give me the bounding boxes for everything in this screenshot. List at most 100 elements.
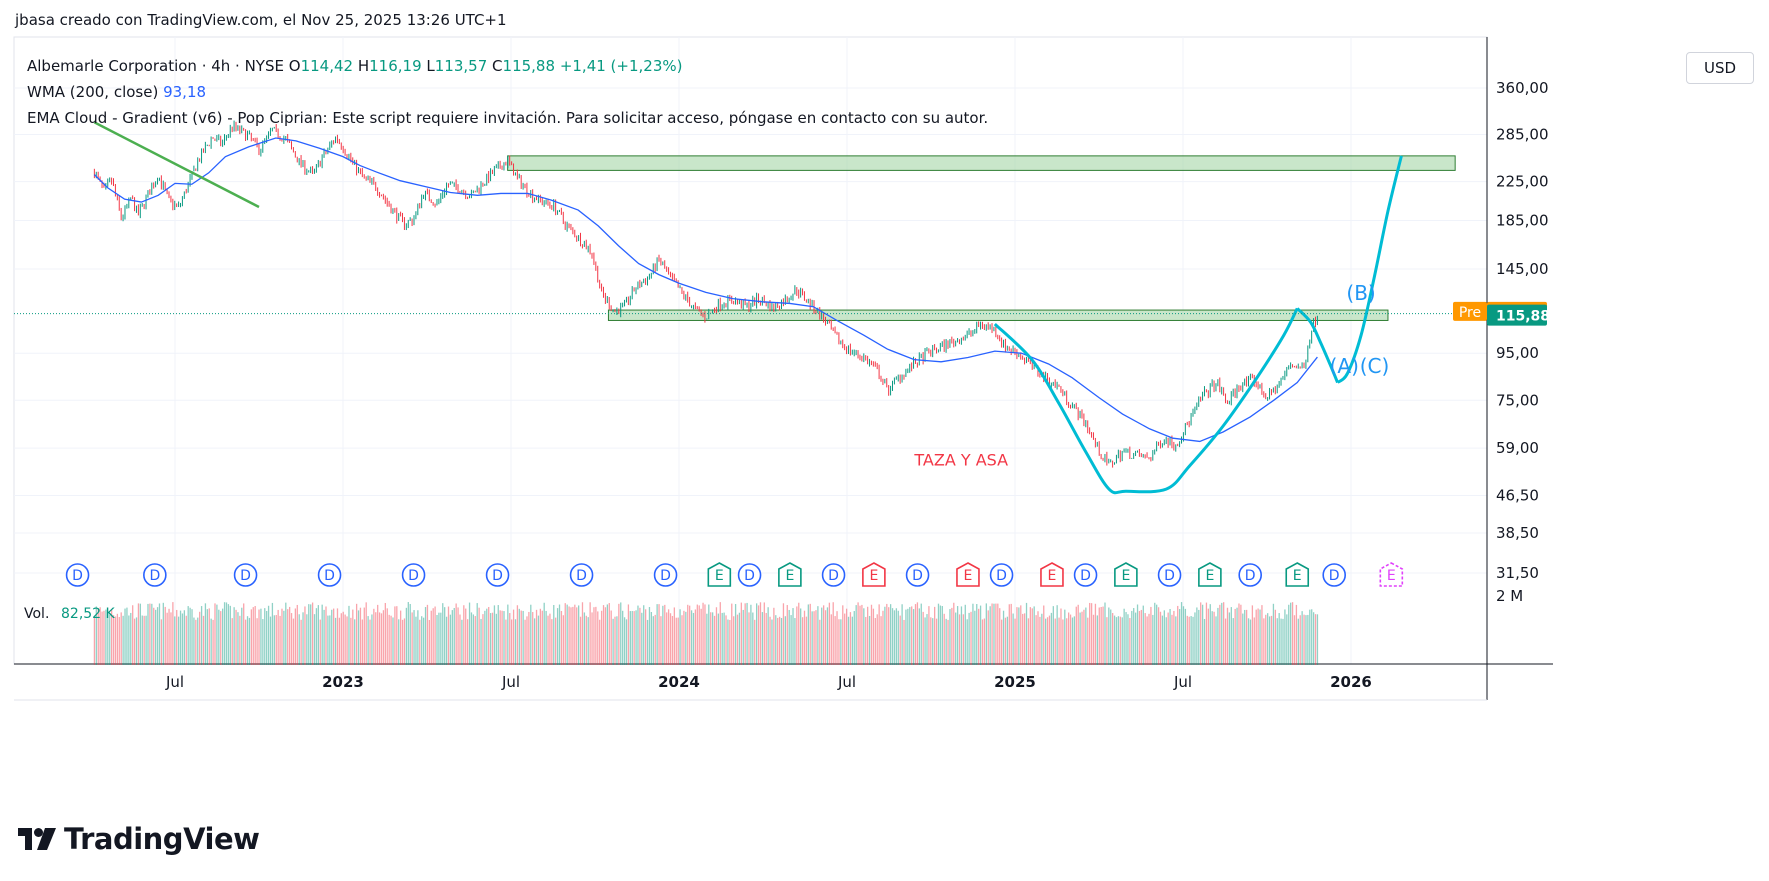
volume-bar	[1242, 613, 1244, 665]
volume-bar	[474, 616, 476, 665]
legend-ema-cloud-row[interactable]: EMA Cloud - Gradient (v6) - Pop Ciprian:…	[27, 109, 989, 127]
volume-bar	[336, 608, 339, 665]
tradingview-logo[interactable]: TradingView	[18, 822, 260, 856]
volume-bar	[974, 610, 976, 665]
volume-bar	[911, 606, 913, 665]
dividend-marker[interactable]: D	[1157, 563, 1182, 587]
volume-bar	[497, 605, 499, 665]
volume-bar	[172, 602, 174, 665]
dividend-marker[interactable]: D	[737, 563, 762, 587]
resistance-zone[interactable]	[507, 155, 1456, 171]
dividend-marker[interactable]: D	[653, 563, 678, 587]
volume-bar	[1276, 618, 1278, 665]
dividend-marker[interactable]: D	[143, 563, 167, 587]
volume-bars	[93, 602, 1319, 665]
volume-bar	[191, 609, 193, 665]
earnings-marker[interactable]: E	[1114, 562, 1138, 587]
volume-bar	[627, 604, 630, 665]
volume-bar	[1131, 610, 1133, 665]
earnings-marker[interactable]: E	[956, 562, 980, 587]
volume-bar	[1311, 609, 1313, 665]
wma-label: WMA (200, close)	[27, 83, 159, 101]
dividend-marker[interactable]: D	[1238, 563, 1262, 587]
volume-bar	[1293, 615, 1296, 665]
cup-curve[interactable]	[993, 307, 1299, 495]
volume-bar	[884, 606, 886, 665]
volume-bar	[1092, 614, 1095, 665]
dividend-marker[interactable]: D	[65, 563, 90, 587]
volume-bar	[769, 616, 771, 665]
wave-annotations[interactable]: TAZA Y ASA (B) (A) (C)	[913, 281, 1389, 470]
dividend-marker[interactable]: D	[569, 563, 594, 587]
dividend-marker[interactable]: D	[1322, 563, 1346, 587]
volume-bar	[786, 605, 788, 665]
volume-bar	[727, 619, 729, 665]
volume-bar	[302, 612, 304, 665]
dividend-marker[interactable]: D	[401, 563, 426, 587]
volume-bar	[1182, 606, 1185, 665]
resistance-zones[interactable]	[507, 155, 1456, 321]
earnings-marker[interactable]: E	[1285, 562, 1310, 587]
dividend-marker[interactable]: D	[1073, 563, 1098, 587]
earnings-marker[interactable]: E	[1040, 562, 1064, 587]
volume-bar	[489, 613, 492, 665]
symbol-title[interactable]: Albemarle Corporation · 4h · NYSE	[27, 57, 284, 75]
legend-wma-row[interactable]: WMA (200, close) 93,18	[27, 79, 988, 105]
resistance-zone[interactable]	[607, 309, 1389, 321]
volume-bar	[1272, 603, 1275, 665]
volume-bar	[518, 608, 520, 665]
earnings-marker[interactable]: E	[707, 562, 732, 587]
volume-bar	[156, 607, 159, 665]
volume-bar	[1077, 604, 1079, 665]
pattern-label[interactable]: TAZA Y ASA	[913, 451, 1008, 470]
dividend-icon	[65, 563, 90, 587]
volume-bar	[244, 619, 247, 665]
wave-label[interactable]: (B)	[1346, 281, 1375, 305]
volume-bar	[849, 612, 852, 665]
dividend-marker[interactable]: D	[821, 563, 846, 587]
volume-bar	[805, 616, 808, 665]
volume-bar	[241, 607, 243, 665]
volume-bar	[533, 618, 536, 665]
volume-bar	[153, 607, 155, 665]
volume-bar	[637, 605, 639, 665]
price-axis-label: 31,50	[1496, 564, 1539, 582]
wave-label[interactable]: (C)	[1360, 354, 1390, 378]
dividend-marker[interactable]: D	[905, 563, 930, 587]
volume-bar	[930, 617, 932, 665]
volume-bar	[457, 607, 459, 665]
volume-bar	[229, 605, 231, 665]
handle-curve[interactable]	[1296, 307, 1339, 384]
volume-bar	[359, 607, 362, 665]
dividend-icon	[1238, 563, 1262, 587]
earnings-marker[interactable]: E	[1198, 562, 1222, 587]
volume-bar	[447, 606, 450, 665]
dividend-marker[interactable]: D	[989, 563, 1014, 587]
volume-bar	[1177, 605, 1179, 665]
currency-button[interactable]: USD	[1686, 52, 1754, 84]
chart-legend: Albemarle Corporation · 4h · NYSE O114,4…	[27, 53, 988, 131]
earnings-marker[interactable]: E	[1379, 562, 1404, 587]
volume-bar	[928, 606, 930, 665]
time-axis-label: 2023	[322, 673, 364, 691]
dividend-marker[interactable]: D	[317, 563, 342, 587]
volume-bar	[1186, 615, 1188, 665]
volume-bar	[537, 615, 540, 665]
volume-bar	[610, 610, 612, 665]
dividend-icon	[905, 563, 930, 587]
projection-curve[interactable]	[1336, 155, 1403, 384]
dividend-marker[interactable]: D	[233, 563, 258, 587]
dividend-marker[interactable]: D	[485, 563, 510, 587]
trend-line[interactable]	[93, 121, 260, 209]
volume-bar	[562, 615, 564, 665]
earnings-marker[interactable]: E	[778, 562, 802, 587]
drawing-tools[interactable]	[14, 121, 1487, 495]
volume-bar	[1261, 605, 1263, 665]
volume-bar	[608, 603, 610, 665]
event-marker-label: E	[1121, 568, 1130, 584]
earnings-marker[interactable]: E	[862, 562, 886, 587]
volume-bar	[1301, 611, 1303, 665]
wave-label[interactable]: (A)	[1330, 354, 1359, 378]
